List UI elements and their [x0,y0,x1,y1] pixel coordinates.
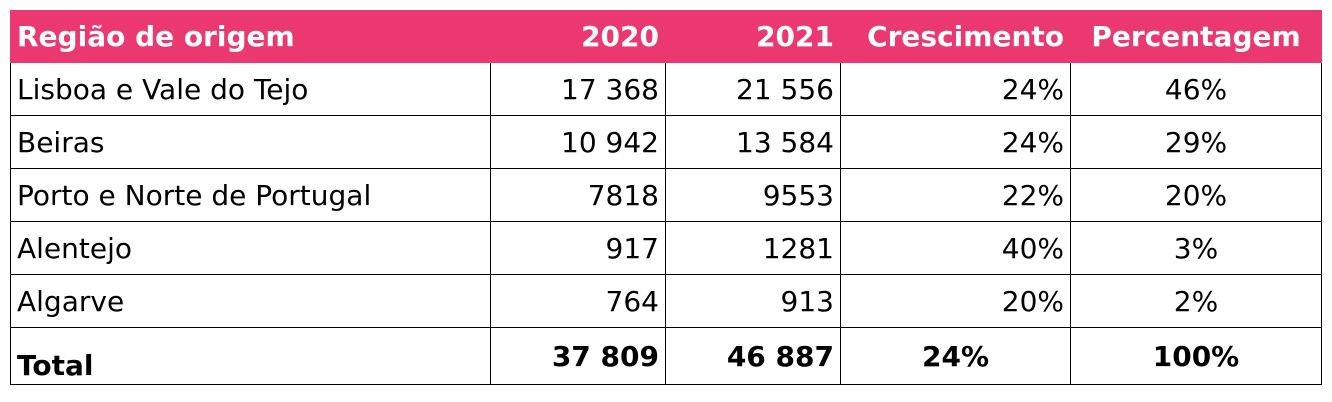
table-cell: 764 [490,274,666,328]
total-cell: 100% [1070,327,1322,385]
table-cell: Beiras [10,115,491,169]
header-cell: 2020 [490,10,666,63]
table-body: Lisboa e Vale do Tejo 17 368 21 556 24% 46% B… [10,62,1322,385]
table-cell: 21 556 [665,62,841,116]
header-cell: 2021 [665,10,841,63]
table-cell: 17 368 [490,62,666,116]
table-cell: 20% [1070,168,1322,222]
table-cell: 22% [840,168,1071,222]
table-cell: Algarve [10,274,491,328]
table-cell: 7818 [490,168,666,222]
header-cell: Percentagem [1070,10,1322,63]
table-cell: 3% [1070,221,1322,275]
table-cell: Lisboa e Vale do Tejo [10,62,491,116]
table-cell: 10 942 [490,115,666,169]
table-row: Lisboa e Vale do Tejo 17 368 21 556 24% 46% [10,62,1322,116]
header-cell: Região de origem [10,10,491,63]
header-cell: Crescimento [840,10,1071,63]
table-cell: 46% [1070,62,1322,116]
table-header: Região de origem 2020 2021 Crescimento Perce… [10,10,1322,63]
data-table: Região de origem 2020 2021 Crescimento Perce… [10,10,1322,385]
table-row: Algarve 764 913 20% 2% [10,274,1322,328]
total-cell: 24% [840,327,1071,385]
table-row: Porto e Norte de Portugal 7818 9553 22% 20% [10,168,1322,222]
table-cell: 913 [665,274,841,328]
table-row: Beiras 10 942 13 584 24% 29% [10,115,1322,169]
table-row: Alentejo 917 1281 40% 3% [10,221,1322,275]
table-cell: 13 584 [665,115,841,169]
table-cell: 29% [1070,115,1322,169]
total-cell: 37 809 [490,327,666,385]
total-row: Total 37 809 46 887 24% 100% [10,327,1322,385]
table-cell: 1281 [665,221,841,275]
table-cell: 24% [840,62,1071,116]
header-row: Região de origem 2020 2021 Crescimento Perce… [10,10,1322,63]
table-cell: Alentejo [10,221,491,275]
total-cell: 46 887 [665,327,841,385]
table-cell: 40% [840,221,1071,275]
table-cell: 20% [840,274,1071,328]
total-cell: Total [10,327,491,385]
table-cell: Porto e Norte de Portugal [10,168,491,222]
table-cell: 24% [840,115,1071,169]
table-cell: 917 [490,221,666,275]
table-cell: 9553 [665,168,841,222]
table-cell: 2% [1070,274,1322,328]
